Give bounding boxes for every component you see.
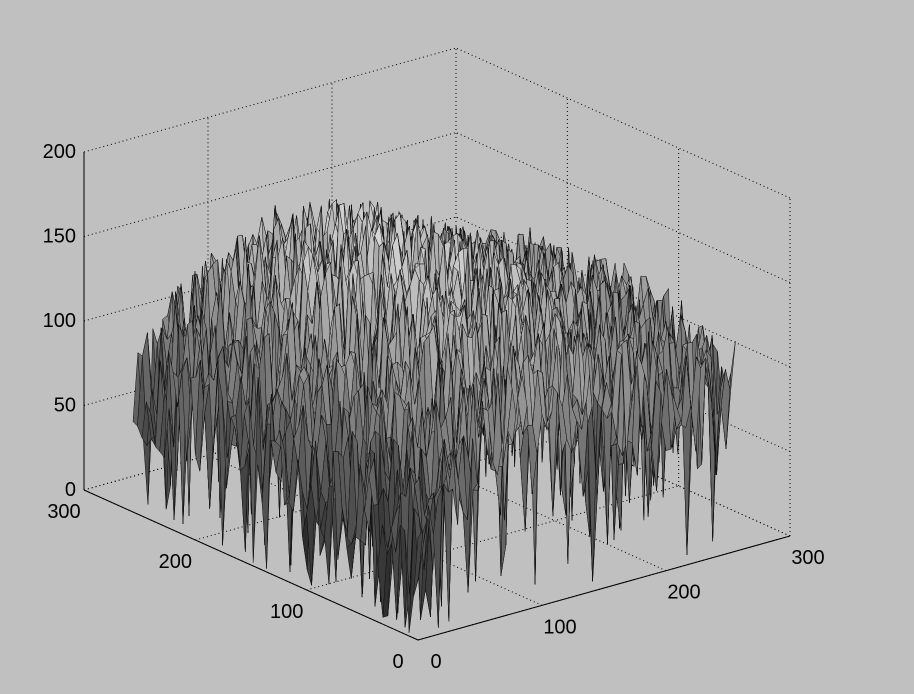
axes-frame (83, 152, 791, 641)
y-tick-label: 300 (47, 501, 80, 523)
x-tick-label: 0 (430, 651, 441, 673)
grid-line (306, 485, 679, 591)
grid-line (83, 47, 457, 153)
grid-line (195, 435, 568, 541)
z-tick-label: 50 (54, 395, 76, 417)
x-axis-line (417, 535, 791, 641)
z-tick-label: 0 (65, 479, 76, 501)
z-tick-label: 100 (43, 310, 76, 332)
grid-line (83, 216, 457, 322)
y-axis-line (83, 489, 419, 641)
grid-line (83, 132, 457, 237)
z-tick-label: 200 (43, 141, 76, 163)
x-tick-label: 200 (667, 582, 700, 604)
y-tick-label: 200 (159, 551, 192, 573)
x-tick-label: 300 (791, 547, 824, 569)
surface-mesh (132, 198, 736, 633)
y-tick-label: 100 (270, 601, 303, 623)
z-tick-label: 150 (43, 226, 76, 248)
surface-facet (725, 341, 736, 449)
x-tick-label: 100 (543, 616, 576, 638)
y-tick-label: 0 (392, 651, 403, 673)
